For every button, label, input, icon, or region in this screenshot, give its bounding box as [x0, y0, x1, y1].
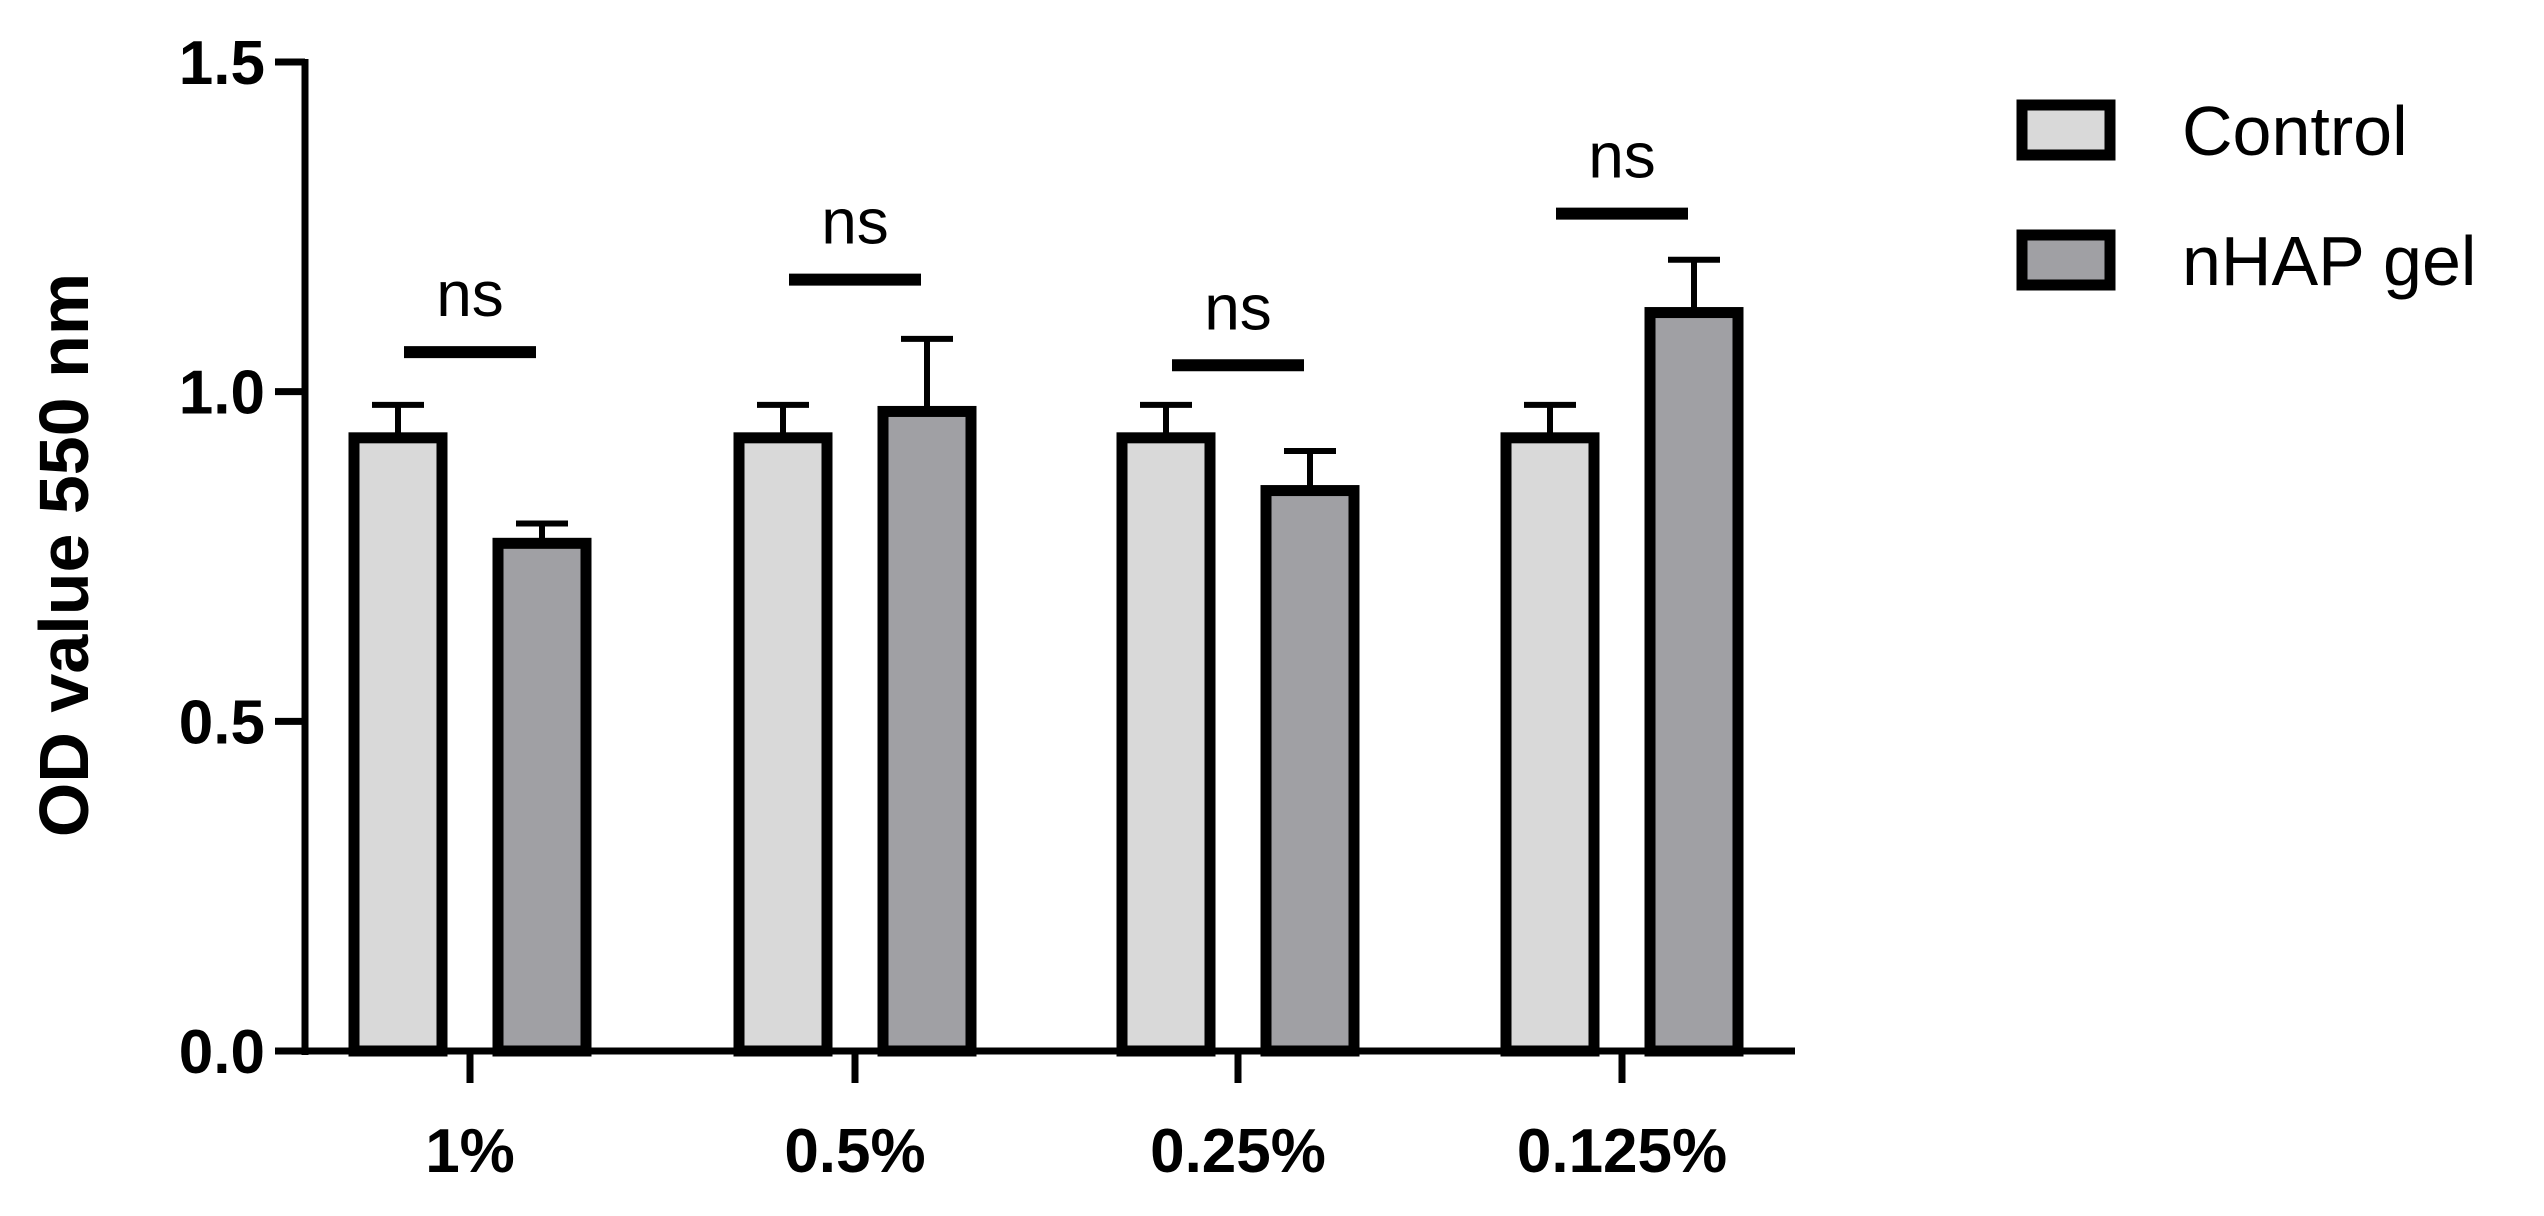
significance-annotations: ns ns ns ns — [404, 120, 1688, 372]
significance-label: ns — [821, 186, 889, 258]
significance-label: ns — [436, 258, 504, 330]
y-tick-label: 0.5 — [179, 688, 265, 757]
legend: Control nHAP gel — [2016, 92, 2476, 300]
x-tick-label: 0.5% — [784, 1117, 925, 1186]
bar — [1260, 485, 1360, 1057]
legend-label: nHAP gel — [2182, 222, 2476, 300]
legend-swatch — [2016, 99, 2116, 161]
y-tick-label: 1.0 — [179, 359, 265, 428]
bar — [733, 432, 833, 1057]
significance-label: ns — [1588, 120, 1656, 192]
y-axis-title: OD value 550 nm — [25, 273, 103, 837]
error-bars — [372, 256, 1720, 544]
x-tick-label: 1% — [425, 1117, 515, 1186]
legend-label: Control — [2182, 92, 2408, 170]
bar — [492, 537, 592, 1057]
x-tick-label: 0.25% — [1150, 1117, 1326, 1186]
x-tick-label: 0.125% — [1517, 1117, 1727, 1186]
bar — [348, 432, 448, 1057]
significance-label: ns — [1204, 271, 1272, 343]
y-tick-label: 1.5 — [179, 29, 265, 98]
bars — [348, 307, 1744, 1057]
bar — [1116, 432, 1216, 1057]
bar — [1500, 432, 1600, 1057]
bar — [877, 405, 977, 1057]
y-tick-label: 0.0 — [179, 1018, 265, 1087]
legend-swatch — [2016, 229, 2116, 291]
bar — [1644, 307, 1744, 1057]
tick-labels: 0.0 0.5 1.0 1.5 1% 0.5% 0.25% 0.125% — [179, 29, 1727, 1186]
